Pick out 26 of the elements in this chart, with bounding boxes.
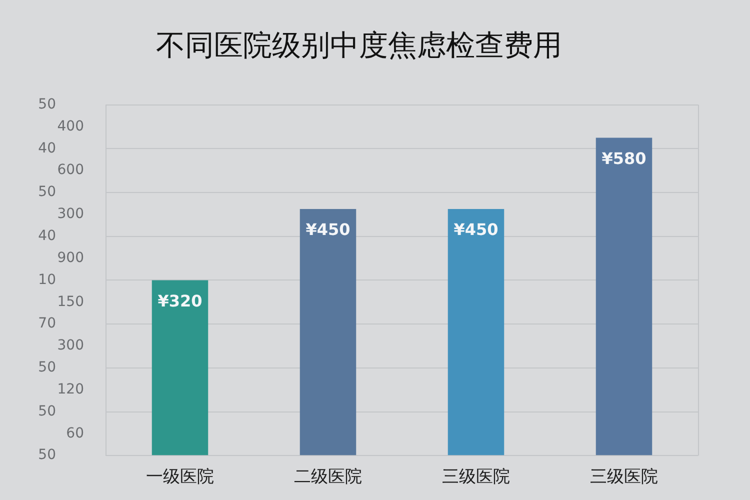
text: 50	[38, 96, 56, 112]
chart-title: 不同医院级别中度焦虑检查费用	[156, 28, 562, 62]
text: 70	[38, 316, 56, 332]
text: 50	[38, 184, 56, 200]
text: 10	[38, 272, 56, 288]
x-tick-label: 三级医院	[590, 467, 658, 488]
text: 60	[66, 425, 84, 442]
text: 40	[38, 140, 56, 156]
text: 50	[38, 403, 56, 420]
text: 300	[57, 206, 84, 222]
text: 50	[38, 360, 56, 376]
text: 40	[38, 228, 56, 244]
data-label: ¥450	[306, 220, 350, 240]
text: 900	[57, 250, 84, 266]
x-tick-label: 二级医院	[294, 467, 362, 488]
x-tick-label: 三级医院	[442, 467, 510, 488]
text: 120	[57, 381, 84, 398]
text: 300	[57, 338, 84, 354]
text: 150	[57, 294, 84, 310]
x-tick-label: 一级医院	[146, 467, 214, 488]
text: 50	[38, 447, 56, 464]
text: 600	[57, 162, 84, 178]
data-label: ¥450	[454, 220, 498, 240]
text: 400	[57, 118, 84, 134]
data-label: ¥580	[602, 148, 646, 168]
data-label: ¥320	[158, 291, 202, 310]
